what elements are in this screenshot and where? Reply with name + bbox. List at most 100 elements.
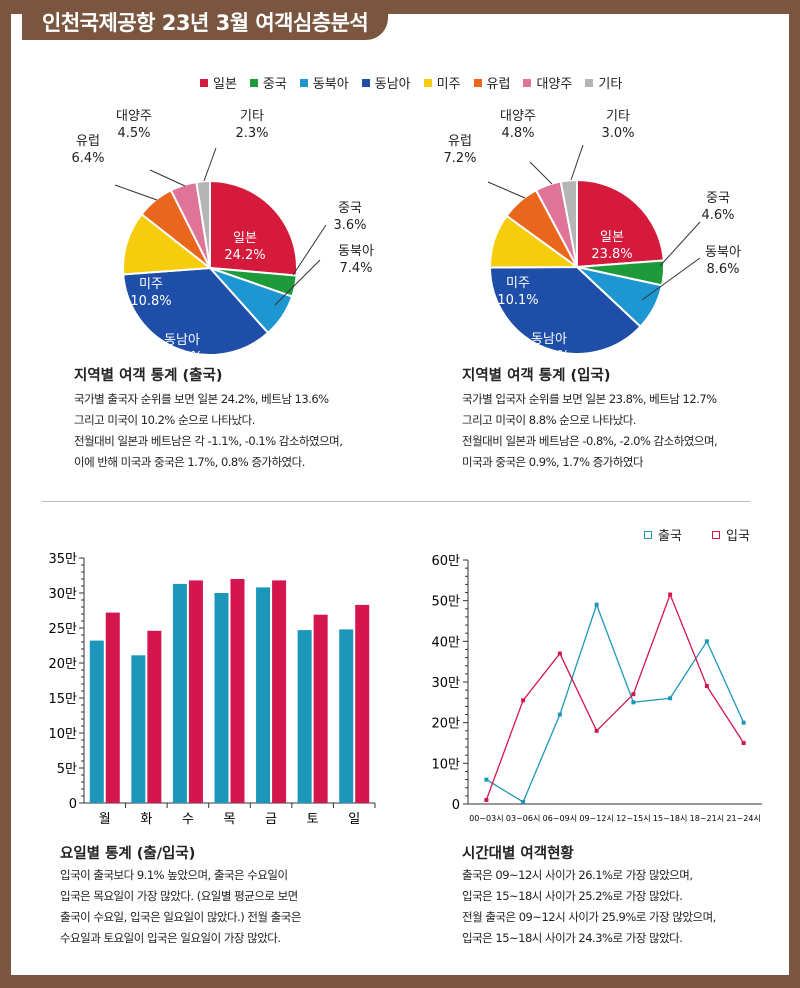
description-line: 미국과 중국은 0.9%, 1.7% 증가하였다 (462, 455, 644, 469)
description-line: 전월 출국은 09~12시 사이가 25.9%로 가장 많았으며, (462, 910, 716, 924)
point-출국 (631, 700, 636, 705)
pie-slice-일본 (576, 178, 665, 269)
point-출국 (484, 777, 489, 782)
point-출국 (557, 712, 562, 717)
bar-출국 (214, 593, 229, 803)
description-line: 출국은 09~12시 사이가 26.1%로 가장 많았으며, (462, 868, 693, 882)
leader-line (149, 169, 186, 187)
x-tick-label: 12~15시 (616, 814, 650, 823)
legend-label: 동남아 (374, 77, 411, 92)
pie-label: 미주 (506, 276, 530, 291)
pie-value: 4.6% (701, 208, 734, 223)
inbound-marker-icon (712, 530, 720, 539)
pie-label: 대양주 (500, 109, 536, 124)
pie-label: 대양주 (116, 109, 152, 124)
point-입국 (668, 592, 673, 597)
pie-value: 6.4% (71, 151, 104, 166)
legend-item: 중국 (249, 73, 287, 92)
point-출국 (704, 639, 709, 644)
x-tick-label: 월 (99, 812, 111, 827)
bar-입국 (147, 630, 162, 803)
leader-line (659, 221, 701, 267)
point-입국 (631, 692, 636, 697)
y-tick-label: 30만 (48, 587, 77, 602)
x-tick-label: 수 (182, 812, 194, 827)
line-출국 (486, 602, 745, 803)
pie-slice-미주 (122, 212, 213, 276)
pie-value: 7.2% (443, 151, 476, 166)
pie-value: 8.6% (706, 262, 739, 277)
y-tick-label: 10만 (431, 757, 460, 772)
description-line: 그리고 미국이 8.8% 순으로 나타났다. (462, 413, 637, 427)
description-line: 전월대비 일본과 베트남은 -0.8%, -2.0% 감소하였으며, (462, 434, 718, 448)
x-tick-label: 금 (265, 812, 277, 827)
pie-label: 유럽 (448, 134, 472, 149)
outbound-marker-icon (644, 530, 652, 539)
leader-line (114, 184, 158, 201)
pie-label: 동북아 (705, 245, 741, 260)
bar-출국 (339, 629, 354, 803)
y-tick-label: 0 (452, 798, 460, 813)
legend-swatch (361, 78, 370, 87)
inbound-section-title: 지역별 여객 통계 (입국) (462, 368, 611, 384)
legend-inbound: 입국 (712, 525, 750, 544)
description-line: 수요일과 토요일이 입국은 일요일이 가장 많았다. (60, 931, 281, 945)
x-tick-label: 00~03시 (469, 814, 503, 823)
pie-slice-기타 (195, 179, 211, 269)
legend-label: 중국 (262, 77, 287, 92)
bar-입국 (188, 580, 203, 803)
pie-value: 4.8% (501, 126, 534, 141)
point-출국 (668, 696, 673, 701)
leader-line (292, 224, 327, 276)
page-title: 인천국제공항 23년 3월 여객심층분석 (22, 6, 389, 40)
outbound-section-title: 지역별 여객 통계 (출국) (74, 368, 223, 384)
y-tick-label: 10만 (48, 727, 77, 742)
leader-line (570, 144, 584, 181)
pie-chart-outbound: 일본 24.2% 중국 3.6% 동북아 7.4% 동남아 32.5% 미주 10.8% 유럽 6.4… (71, 109, 374, 360)
legend-swatch (249, 78, 258, 87)
pie-label: 동북아 (338, 244, 374, 259)
x-tick-label: 03~06시 (506, 814, 540, 823)
description-line: 전월대비 일본과 베트남은 각 -1.1%, -0.1% 감소하였으며, (74, 434, 343, 448)
x-tick-label: 06~09시 (543, 814, 577, 823)
x-tick-label: 09~12시 (579, 814, 613, 823)
pie-slice-기타 (559, 178, 578, 268)
legend-swatch (473, 78, 482, 87)
legend-item: 대양주 (523, 73, 572, 92)
pie-label: 기타 (240, 109, 264, 124)
weekday-section-title: 요일별 통계 (출/입국) (60, 846, 196, 862)
x-tick-label: 18~21시 (690, 814, 724, 823)
hourly-line-chart: 0 10만 20만 30만 40만 50만 60만 00~03시 03~06시 06~09시 09~… (431, 554, 762, 823)
legend-label: 대양주 (536, 77, 573, 92)
description-line: 입국은 목요일이 가장 많았다. (요일별 평균으로 보면 (60, 889, 298, 903)
legend-label: 일본 (213, 77, 237, 92)
description-line: 출국이 수요일, 입국은 일요일이 많았다.) 전월 출국은 (60, 910, 301, 924)
description-line: 입국은 15~18시 사이가 24.3%로 가장 많았다. (462, 931, 683, 945)
description-line: 국가별 입국자 순위를 보면 일본 23.8%, 베트남 12.7% (462, 392, 717, 406)
leader-line (529, 161, 553, 185)
pie-label: 기타 (606, 109, 630, 124)
x-tick-label: 일 (348, 812, 360, 827)
x-tick-label: 토 (307, 812, 319, 827)
description-line: 그리고 미국이 10.2% 순으로 나타났다. (74, 413, 255, 427)
pie-label: 유럽 (76, 134, 100, 149)
pie-slice-동남아 (122, 266, 270, 356)
pie-value: 7.4% (339, 261, 372, 276)
y-tick-label: 20만 (48, 657, 77, 672)
hourly-description: 출국은 09~12시 사이가 26.1%로 가장 많았으며, 입국은 15~18시… (462, 865, 716, 949)
description-line: 국가별 출국자 순위를 보면 일본 24.2%, 베트남 13.6% (74, 392, 329, 406)
pie-value: 23.8% (591, 247, 632, 262)
legend-label: 유럽 (486, 77, 511, 92)
pie-label: 일본 (600, 230, 624, 245)
inbound-description: 국가별 입국자 순위를 보면 일본 23.8%, 베트남 12.7% 그리고 미국… (462, 389, 718, 473)
pie-label: 동남아 (164, 333, 200, 348)
legend-item: 유럽 (473, 73, 511, 92)
point-출국 (741, 720, 746, 725)
legend-label: 미주 (436, 77, 461, 92)
legend-swatch (523, 78, 532, 87)
bar-입국 (313, 614, 328, 803)
pie-value: 3.6% (333, 218, 366, 233)
legend-item: 일본 (200, 73, 237, 92)
bar-입국 (272, 580, 287, 803)
